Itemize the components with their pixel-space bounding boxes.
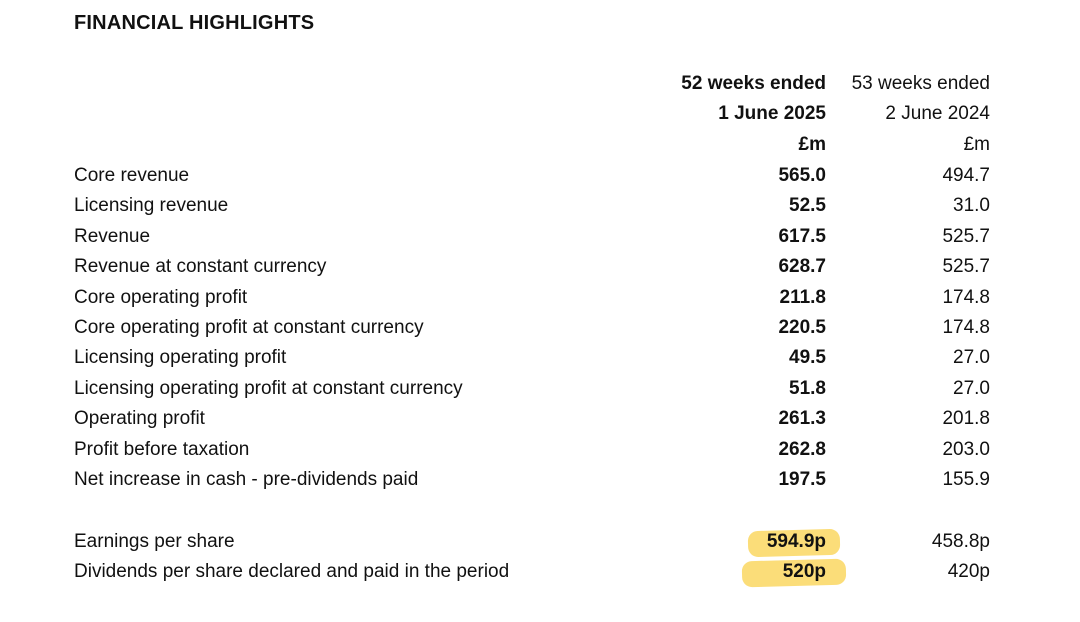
row-label: Earnings per share [74,531,235,552]
current-value: 565.0 [778,165,826,186]
row-label: Core revenue [74,165,190,186]
row-label: Revenue [74,225,151,247]
previous-value: 27.0 [953,347,990,369]
current-period-header-line2: 1 June 2025 [718,103,826,124]
page-title: FINANCIAL HIGHLIGHTS [74,12,315,34]
table-row: Core operating profit 211.8 174.8 [74,283,990,313]
highlighted-value: 594.9p [766,531,826,552]
row-label: Operating profit [74,408,205,430]
previous-period-header-line1: 53 weeks ended [851,73,990,94]
previous-value: 31.0 [953,195,990,217]
previous-value: 525.7 [942,225,990,247]
row-label: Licensing revenue [74,195,229,217]
current-period-unit: £m [798,134,826,155]
financial-table: Core revenue 565.0 494.7 Licensing reven… [74,161,990,495]
highlighted-value: 520p [782,561,826,583]
previous-value: 203.0 [942,438,990,460]
current-period-header-line1: 52 weeks ended [681,73,826,94]
table-row: Operating profit 261.3 201.8 [74,404,990,434]
previous-value: 155.9 [942,468,990,490]
previous-value: 174.8 [942,286,990,308]
table-row: Licensing revenue 52.5 31.0 [74,191,990,221]
row-label: Core operating profit [74,286,248,308]
current-value: 51.8 [789,377,826,399]
row-label: Licensing operating profit at constant c… [74,377,463,399]
table-row: Profit before taxation 262.8 203.0 [74,435,990,465]
previous-value: 27.0 [953,377,990,399]
table-row: Revenue at constant currency 628.7 525.7 [74,252,990,282]
row-label: Licensing operating profit [74,347,287,369]
current-value: 262.8 [778,438,826,460]
table-row: Licensing operating profit 49.5 27.0 [74,343,990,373]
previous-period-unit: £m [963,134,990,155]
previous-value: 174.8 [942,316,990,338]
current-value: 52.5 [789,195,826,217]
row-label: Dividends per share declared and paid in… [74,561,510,583]
current-value: 617.5 [778,225,826,247]
previous-value: 494.7 [942,165,990,186]
previous-value: 201.8 [942,408,990,430]
current-value: 211.8 [779,286,827,308]
row-label: Net increase in cash - pre-dividends pai… [74,468,419,490]
previous-period-header-line2: 2 June 2024 [885,103,990,124]
row-label: Profit before taxation [74,438,250,460]
current-value: 220.5 [778,316,826,338]
previous-value: 420p [947,561,990,583]
previous-value: 525.7 [942,256,990,278]
current-value: 49.5 [789,347,826,369]
table-row: Core operating profit at constant curren… [74,313,990,343]
table-row: Dividends per share declared and paid in… [74,557,990,588]
table-row: Revenue 617.5 525.7 [74,222,990,252]
table-row: Core revenue 565.0 494.7 [74,161,990,191]
current-value: 520p [741,557,847,588]
current-value: 594.9p [747,527,841,558]
current-value: 628.7 [778,256,826,278]
table-row: Earnings per share 594.9p 458.8p [74,527,990,558]
row-label: Revenue at constant currency [74,256,327,278]
current-value: 197.5 [778,468,826,490]
current-value: 261.3 [778,408,826,430]
table-row: Licensing operating profit at constant c… [74,374,990,404]
previous-value: 458.8p [931,531,990,552]
row-label: Core operating profit at constant curren… [74,316,424,338]
per-share-table: Earnings per share 594.9p 458.8p Dividen… [74,527,990,588]
table-row: Net increase in cash - pre-dividends pai… [74,465,990,495]
